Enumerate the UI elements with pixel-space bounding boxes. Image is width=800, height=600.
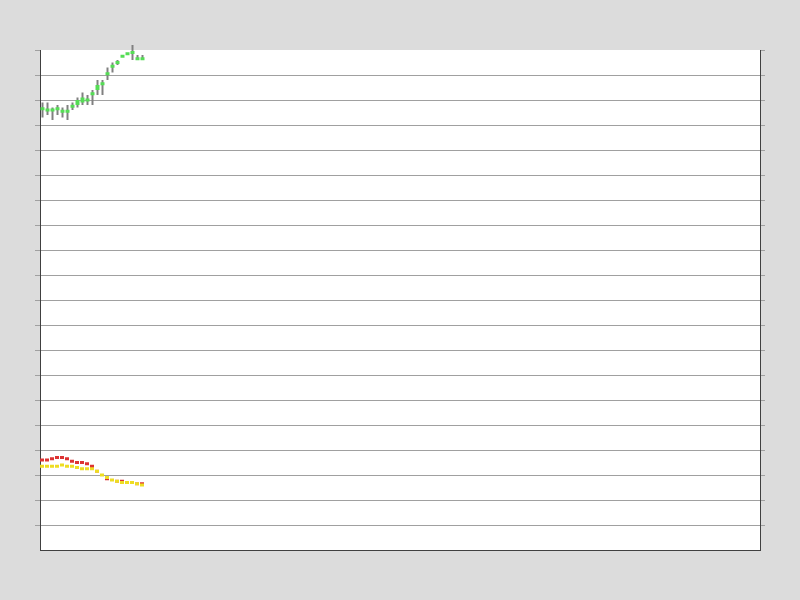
series-1-point — [120, 481, 124, 484]
candle-body — [95, 85, 100, 90]
series-1-point — [60, 463, 64, 467]
candle-body — [135, 57, 140, 61]
series-1-point — [65, 464, 69, 468]
series-1-point — [70, 464, 74, 468]
candle-body — [50, 108, 55, 112]
series-1-point — [50, 464, 54, 468]
series-0-point — [65, 457, 69, 461]
series-1-point — [85, 467, 89, 471]
series-0-point — [75, 461, 79, 464]
series-1-point — [40, 464, 44, 468]
series-0-point — [55, 456, 59, 459]
series-1-point — [80, 467, 84, 471]
series-0-point — [70, 459, 74, 463]
line-series-layer — [40, 456, 144, 487]
series-0-point — [80, 461, 84, 464]
series-0-point — [85, 462, 89, 466]
series-1-point — [140, 483, 144, 487]
grid-layer — [35, 50, 765, 526]
candle-body — [115, 61, 120, 64]
candle-body — [90, 92, 95, 96]
candle-body — [130, 51, 135, 54]
candle-body — [110, 64, 115, 68]
series-1-point — [105, 476, 109, 479]
candle-body — [140, 57, 145, 61]
candle-body — [55, 107, 60, 111]
candle-body — [75, 100, 80, 105]
candle-body — [105, 72, 110, 76]
series-1-point — [130, 481, 134, 484]
candle-body — [65, 109, 70, 113]
series-1-point — [55, 464, 59, 468]
candle-body — [120, 54, 125, 58]
candle-body — [40, 107, 45, 111]
series-1-point — [125, 481, 129, 484]
candle-body — [125, 52, 130, 56]
series-1-point — [100, 473, 104, 477]
series-1-point — [135, 482, 139, 486]
candle-body — [80, 97, 85, 103]
series-0-point — [60, 456, 64, 459]
candle-series-layer — [40, 45, 145, 120]
series-1-point — [110, 478, 114, 482]
candle-body — [70, 104, 75, 108]
candle-body — [100, 82, 105, 86]
series-0-point — [45, 458, 49, 462]
candle-body — [85, 98, 90, 102]
candle-body — [60, 109, 65, 113]
series-1-point — [95, 469, 99, 473]
candle-body — [45, 108, 50, 112]
series-1-point — [90, 467, 94, 471]
series-1-point — [75, 466, 79, 469]
series-1-point — [115, 479, 119, 483]
series-0-point — [40, 458, 44, 462]
series-0-point — [90, 464, 94, 468]
series-0-point — [50, 457, 54, 461]
series-1-point — [45, 464, 49, 468]
